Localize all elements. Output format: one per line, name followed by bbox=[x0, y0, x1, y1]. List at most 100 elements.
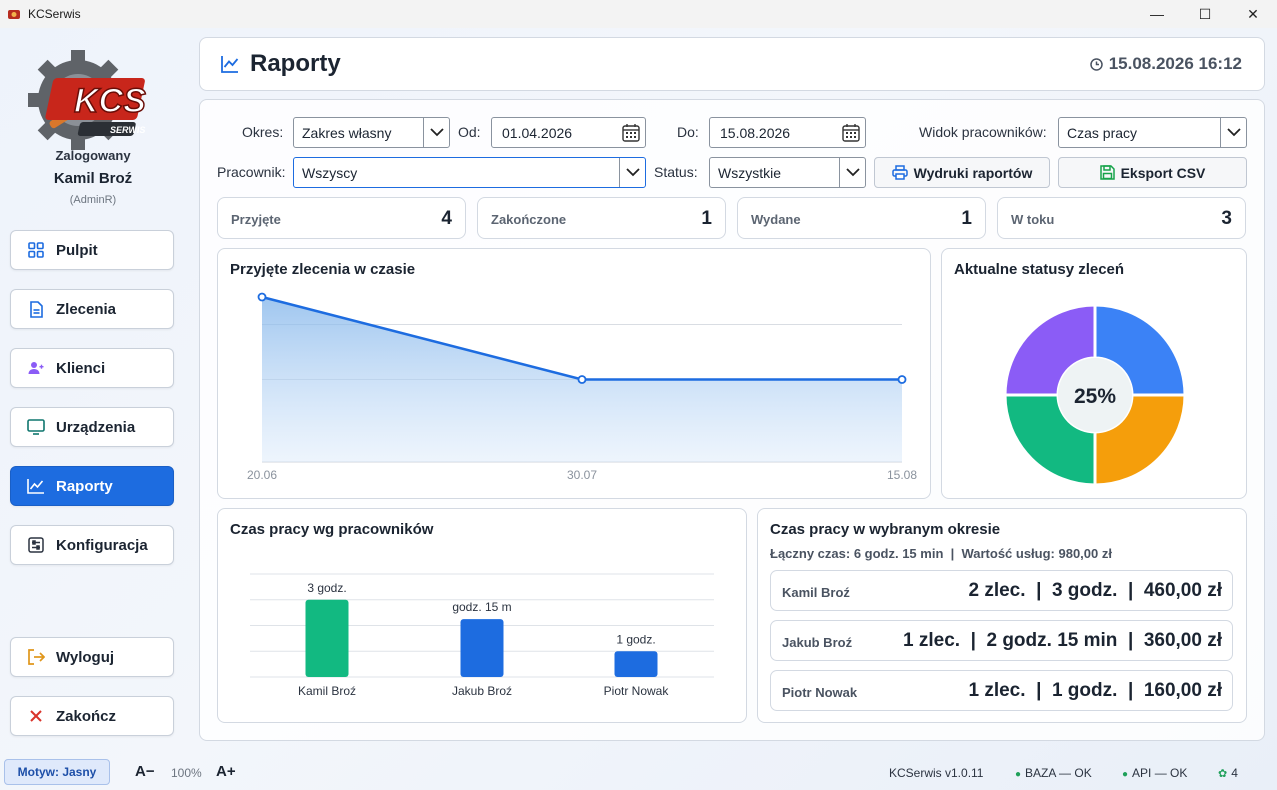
close-icon bbox=[27, 707, 45, 725]
sidebar-item-pulpit[interactable]: Pulpit bbox=[10, 230, 174, 270]
employee-select[interactable]: Wszyscy bbox=[293, 157, 646, 188]
print-reports-label: Wydruki raportów bbox=[913, 164, 1033, 181]
stat-card-w-toku: W toku 3 bbox=[997, 197, 1246, 239]
view-value: Czas pracy bbox=[1067, 124, 1138, 141]
to-date-field[interactable]: 15.08.2026 bbox=[709, 117, 866, 148]
zoom-level: 100% bbox=[171, 766, 202, 780]
card-title: Przyjęte zlecenia w czasie bbox=[230, 261, 416, 278]
x-tick-label: Piotr Nowak bbox=[604, 684, 670, 698]
user-name: Kamil Broź bbox=[53, 170, 133, 187]
bar-value-label: 1 godz. bbox=[616, 632, 655, 646]
increase-font-button[interactable]: A+ bbox=[216, 763, 236, 780]
data-point bbox=[577, 375, 587, 384]
title-bar: KCSerwis — ☐ ✕ bbox=[0, 0, 1277, 28]
sidebar-item-urzadzenia[interactable]: Urządzenia bbox=[10, 407, 174, 447]
bar bbox=[460, 619, 504, 677]
chevron-down-icon bbox=[619, 158, 645, 187]
db-status: ● BAZA — OK bbox=[1015, 766, 1092, 780]
chevron-down-icon bbox=[1220, 118, 1246, 147]
calendar-icon[interactable] bbox=[841, 123, 861, 143]
stat-card-przyjete: Przyjęte 4 bbox=[217, 197, 466, 239]
print-reports-button[interactable]: Wydruki raportów bbox=[874, 157, 1050, 188]
sidebar-item-label: Pulpit bbox=[56, 241, 98, 259]
page-title: Raporty bbox=[250, 50, 341, 77]
decrease-font-button[interactable]: A− bbox=[135, 763, 155, 780]
chart-line-icon bbox=[221, 56, 239, 73]
donut-hole bbox=[1058, 358, 1132, 432]
maximize-button[interactable]: ☐ bbox=[1198, 5, 1212, 22]
order-status-card: Aktualne statusy zleceń 25% bbox=[941, 248, 1247, 499]
employee-totals: 2 zlec. | 3 godz. | 460,00 zł bbox=[968, 580, 1222, 601]
logged-in-label: Zalogowany bbox=[55, 148, 131, 163]
user-role: (AdminR) bbox=[69, 194, 117, 206]
to-label: Do: bbox=[677, 124, 699, 140]
sidebar-item-raporty[interactable]: Raporty bbox=[10, 466, 174, 506]
reports-panel: Okres: Zakres własny Od: 01.04.2026 Do: … bbox=[199, 99, 1265, 741]
svg-text:SERWIS: SERWIS bbox=[110, 125, 145, 135]
card-title: Czas pracy w wybranym okresie bbox=[770, 521, 1001, 538]
employee-name: Kamil Broź bbox=[782, 585, 850, 600]
sidebar-item-klienci[interactable]: Klienci bbox=[10, 348, 174, 388]
stat-label: Wydane bbox=[751, 212, 801, 227]
exit-button[interactable]: Zakończ bbox=[10, 696, 174, 736]
close-window-button[interactable]: ✕ bbox=[1247, 5, 1259, 22]
donut-center-label: 25% bbox=[1074, 385, 1116, 408]
sidebar-item-label: Klienci bbox=[56, 359, 106, 377]
document-icon bbox=[27, 300, 45, 318]
export-csv-button[interactable]: Eksport CSV bbox=[1058, 157, 1247, 188]
from-label: Od: bbox=[458, 124, 481, 140]
exit-label: Zakończ bbox=[56, 707, 117, 725]
stat-value: 1 bbox=[701, 208, 712, 229]
theme-toggle-button[interactable]: Motyw: Jasny bbox=[4, 759, 110, 785]
status-dot-icon: ● bbox=[1015, 769, 1022, 780]
employee-summary-row: Jakub Broź 1 zlec. | 2 godz. 15 min | 36… bbox=[770, 620, 1233, 661]
from-date-field[interactable]: 01.04.2026 bbox=[491, 117, 646, 148]
employee-view-select[interactable]: Czas pracy bbox=[1058, 117, 1247, 148]
calendar-icon[interactable] bbox=[621, 123, 641, 143]
employee-value: Wszyscy bbox=[302, 164, 358, 181]
period-select[interactable]: Zakres własny bbox=[293, 117, 450, 148]
minimize-button[interactable]: — bbox=[1150, 6, 1164, 22]
status-donut-chart: 25% bbox=[1003, 303, 1187, 487]
x-tick-label: 15.08 bbox=[887, 468, 917, 482]
logout-label: Wyloguj bbox=[56, 648, 115, 666]
employee-summary-row: Kamil Broź 2 zlec. | 3 godz. | 460,00 zł bbox=[770, 570, 1233, 611]
employee-label: Pracownik: bbox=[217, 164, 286, 180]
monitor-icon bbox=[27, 418, 45, 436]
datetime-text: 15.08.2026 16:12 bbox=[1108, 54, 1242, 73]
x-tick-label: Jakub Broź bbox=[452, 684, 512, 698]
bar bbox=[305, 599, 349, 677]
stat-card-wydane: Wydane 1 bbox=[737, 197, 986, 239]
card-title: Aktualne statusy zleceń bbox=[954, 261, 1125, 278]
status-select[interactable]: Wszystkie bbox=[709, 157, 866, 188]
stat-label: Przyjęte bbox=[231, 212, 281, 227]
stat-value: 3 bbox=[1221, 208, 1232, 229]
employee-totals: 1 zlec. | 2 godz. 15 min | 360,00 zł bbox=[903, 630, 1222, 651]
period-label: Okres: bbox=[242, 124, 284, 140]
logout-button[interactable]: Wyloguj bbox=[10, 637, 174, 677]
data-point bbox=[257, 292, 267, 302]
page-header: Raporty 15.08.2026 16:12 bbox=[199, 37, 1265, 91]
employee-name: Jakub Broź bbox=[782, 635, 853, 650]
to-date-value: 15.08.2026 bbox=[720, 124, 791, 141]
stat-card-zakonczone: Zakończone 1 bbox=[477, 197, 726, 239]
connection-count-value: 4 bbox=[1231, 766, 1238, 780]
logout-icon bbox=[27, 648, 45, 666]
sidebar-item-zlecenia[interactable]: Zlecenia bbox=[10, 289, 174, 329]
employee-summary-row: Piotr Nowak 1 zlec. | 1 godz. | 160,00 z… bbox=[770, 670, 1233, 711]
employee-totals: 1 zlec. | 1 godz. | 160,00 zł bbox=[968, 680, 1222, 701]
data-point bbox=[897, 375, 907, 384]
export-csv-label: Eksport CSV bbox=[1120, 164, 1206, 181]
status-label: Status: bbox=[654, 164, 698, 180]
app-icon bbox=[8, 10, 20, 19]
donut-slice bbox=[1003, 303, 1097, 397]
svg-text:KCS: KCS bbox=[74, 82, 146, 120]
from-date-value: 01.04.2026 bbox=[502, 124, 573, 141]
sidebar-item-konfiguracja[interactable]: Konfiguracja bbox=[10, 525, 174, 565]
employee-name: Piotr Nowak bbox=[782, 685, 858, 700]
work-time-by-employee-card: Czas pracy wg pracowników 3 godz. Kamil B… bbox=[217, 508, 747, 723]
sidebar-item-label: Raporty bbox=[56, 477, 113, 495]
x-tick-label: Kamil Broź bbox=[298, 684, 356, 698]
stat-label: Zakończone bbox=[491, 212, 567, 227]
card-title: Czas pracy wg pracowników bbox=[230, 521, 434, 538]
